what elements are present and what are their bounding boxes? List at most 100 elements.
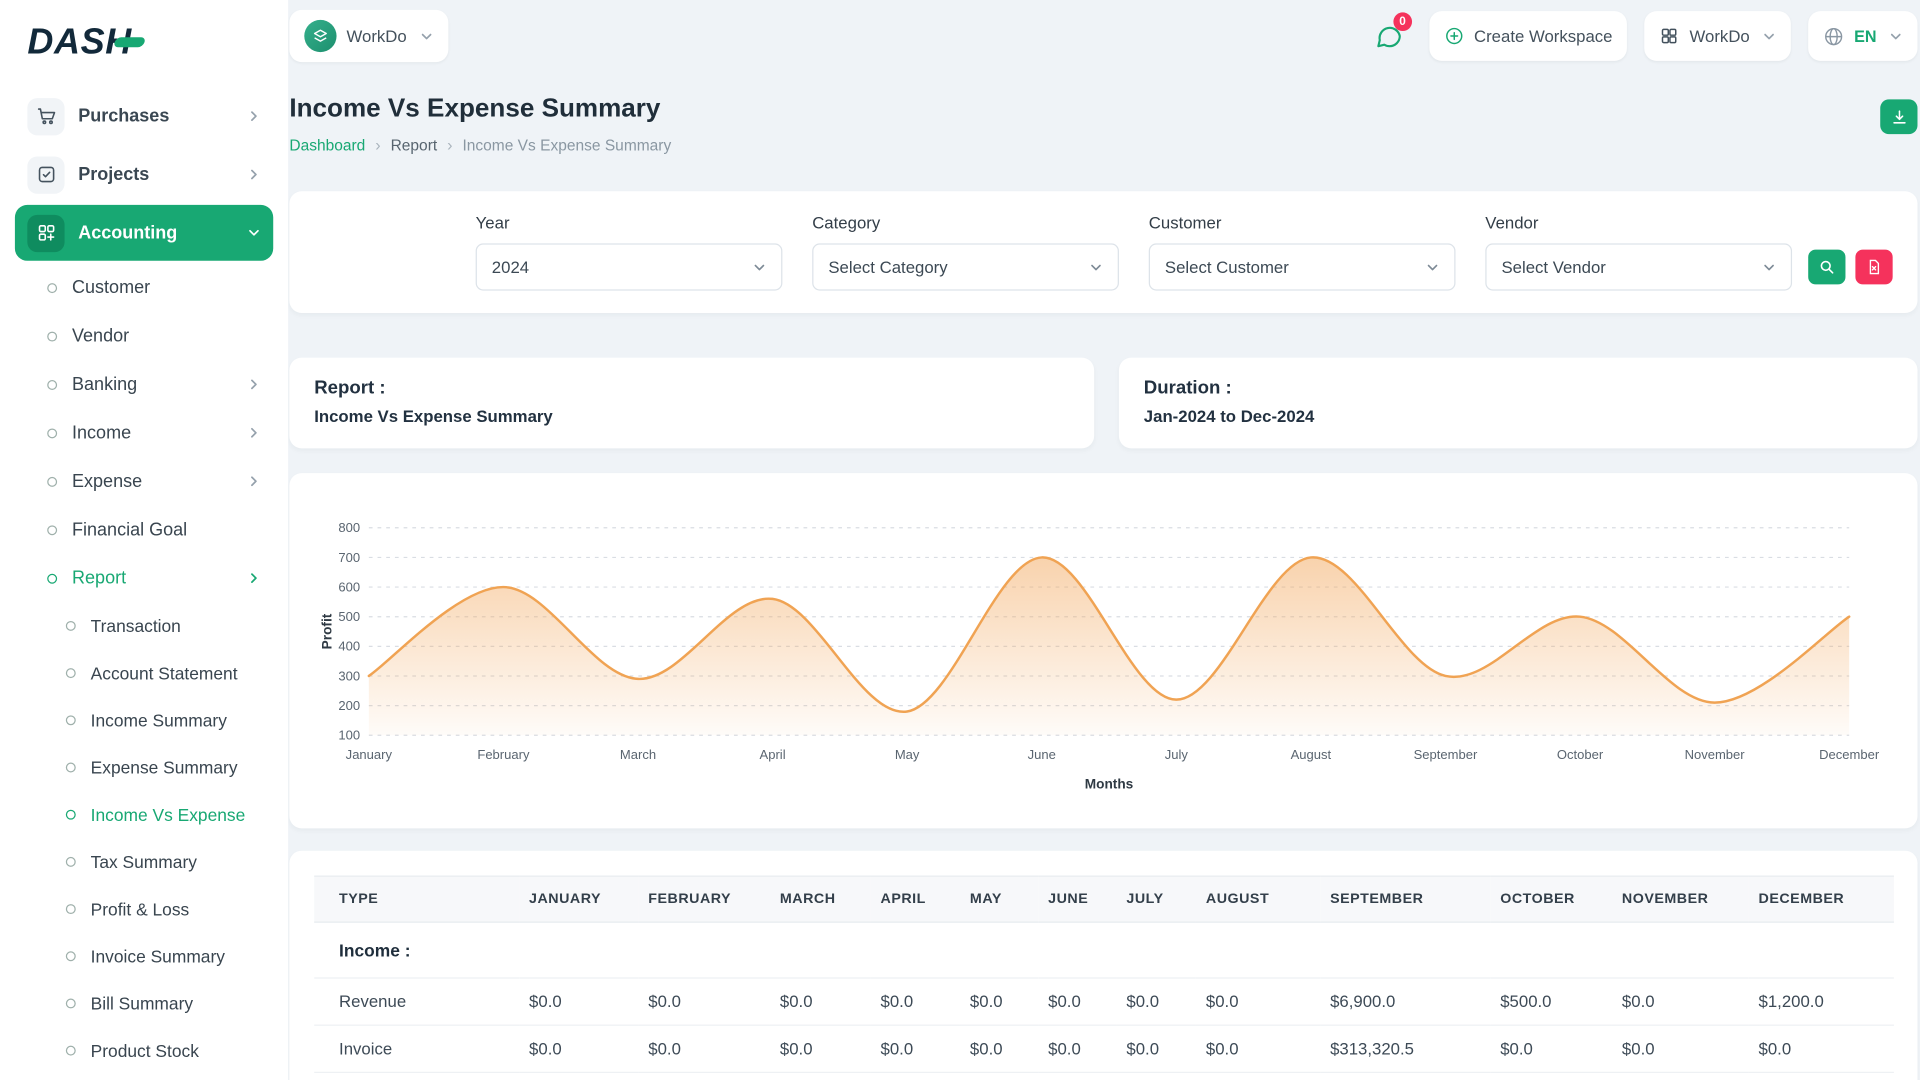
sidebar-item-banking[interactable]: Banking: [15, 360, 273, 408]
filter-label-vendor: Vendor: [1485, 214, 1792, 233]
sidebar-item-customer[interactable]: Customer: [15, 263, 273, 311]
bullet-icon: [47, 428, 57, 438]
sidebar-item-product-stock[interactable]: Product Stock: [15, 1027, 273, 1074]
messages-button[interactable]: 0: [1367, 14, 1412, 59]
vendor-select[interactable]: Select Vendor: [1485, 243, 1792, 290]
report-table-card: TYPEJANUARYFEBRUARYMARCHAPRILMAYJUNEJULY…: [289, 851, 1917, 1080]
download-button[interactable]: [1880, 99, 1917, 134]
language-selector[interactable]: EN: [1808, 11, 1917, 61]
bullet-icon: [47, 573, 57, 583]
column-header-march: MARCH: [770, 876, 871, 922]
sidebar-item-expense-summary[interactable]: Expense Summary: [15, 744, 273, 791]
app-logo[interactable]: DASH: [15, 17, 273, 88]
sidebar-item-vendor[interactable]: Vendor: [15, 312, 273, 360]
table-cell: $0.0: [1196, 978, 1320, 1025]
sidebar-item-projects[interactable]: Projects: [15, 147, 273, 203]
sidebar-item-financial-goal[interactable]: Financial Goal: [15, 505, 273, 553]
report-card-title: Report :: [314, 378, 1069, 399]
bullet-icon: [66, 621, 76, 631]
sidebar-item-label: Expense Summary: [91, 758, 238, 778]
sidebar-item-cash-flow[interactable]: Cash Flow: [15, 1074, 273, 1080]
filter-label-category: Category: [812, 214, 1119, 233]
sidebar-item-income-vs-expense[interactable]: Income Vs Expense: [15, 791, 273, 838]
table-cell: $0.0: [871, 978, 960, 1025]
messages-badge: 0: [1393, 12, 1412, 31]
filter-field-customer: CustomerSelect Customer: [1149, 214, 1456, 291]
sidebar-item-profit-loss[interactable]: Profit & Loss: [15, 885, 273, 932]
svg-text:October: October: [1557, 747, 1604, 762]
filter-label-year: Year: [476, 214, 783, 233]
breadcrumb-report[interactable]: Report: [391, 136, 438, 153]
svg-text:November: November: [1685, 747, 1746, 762]
year-select[interactable]: 2024: [476, 243, 783, 290]
chevron-down-icon: [1089, 260, 1103, 274]
page-title: Income Vs Expense Summary: [289, 94, 671, 124]
sidebar-item-tax-summary[interactable]: Tax Summary: [15, 838, 273, 885]
sidebar: DASH PurchasesProjects Accounting Customer…: [0, 0, 288, 1080]
sidebar-item-report[interactable]: Report: [15, 554, 273, 602]
grid-icon: [27, 214, 64, 251]
sidebar-item-label: Accounting: [78, 223, 177, 243]
sidebar-nav: PurchasesProjects Accounting Customer Vendo…: [15, 88, 273, 1080]
svg-text:September: September: [1414, 747, 1478, 762]
user-menu[interactable]: WorkDo: [1645, 11, 1791, 61]
sidebar-item-account-statement[interactable]: Account Statement: [15, 650, 273, 697]
table-row-revenue: Revenue$0.0$0.0$0.0$0.0$0.0$0.0$0.0$0.0$…: [314, 978, 1894, 1025]
create-workspace-label: Create Workspace: [1474, 27, 1613, 46]
table-section-income: Income :: [314, 922, 1894, 978]
create-workspace-button[interactable]: Create Workspace: [1429, 11, 1627, 61]
sidebar-item-bill-summary[interactable]: Bill Summary: [15, 980, 273, 1027]
breadcrumb-dashboard[interactable]: Dashboard: [289, 136, 365, 153]
report-card-value: Income Vs Expense Summary: [314, 407, 1069, 426]
workspace-switcher[interactable]: WorkDo: [289, 10, 447, 62]
bullet-icon: [47, 331, 57, 341]
sidebar-item-accounting[interactable]: Accounting: [15, 205, 273, 261]
sidebar-item-transaction[interactable]: Transaction: [15, 602, 273, 649]
bullet-icon: [66, 763, 76, 773]
sidebar-item-label: Account Statement: [91, 663, 238, 683]
category-select[interactable]: Select Category: [812, 243, 1119, 290]
sidebar-item-income-summary[interactable]: Income Summary: [15, 697, 273, 744]
reset-button[interactable]: [1855, 250, 1892, 285]
sidebar-item-label: Invoice Summary: [91, 946, 225, 966]
sidebar-item-label: Expense: [72, 471, 142, 491]
table-body: Income :Revenue$0.0$0.0$0.0$0.0$0.0$0.0$…: [314, 922, 1894, 1080]
svg-text:May: May: [895, 747, 920, 762]
filter-field-year: Year 2024: [476, 214, 783, 291]
table-section-expense: Expense :: [314, 1072, 1894, 1080]
sidebar-item-income[interactable]: Income: [15, 409, 273, 457]
breadcrumb-current: Income Vs Expense Summary: [462, 136, 671, 153]
table-cell: $0.0: [638, 978, 770, 1025]
bullet-icon: [66, 998, 76, 1008]
svg-text:300: 300: [338, 668, 360, 683]
sidebar-item-label: Bill Summary: [91, 994, 193, 1014]
column-header-december: DECEMBER: [1749, 876, 1894, 922]
chevron-right-icon: [247, 168, 261, 182]
bullet-icon: [66, 1046, 76, 1056]
sidebar-item-label: Tax Summary: [91, 852, 197, 872]
chevron-down-icon: [419, 29, 433, 43]
svg-text:600: 600: [338, 579, 360, 594]
plus-circle-icon: [1444, 26, 1464, 46]
table-row-invoice: Invoice$0.0$0.0$0.0$0.0$0.0$0.0$0.0$0.0$…: [314, 1025, 1894, 1072]
search-button[interactable]: [1808, 250, 1845, 285]
table-cell: $0.0: [1116, 978, 1195, 1025]
download-icon: [1890, 107, 1909, 126]
filter-card: Year 2024 Category Select Category CustomerS…: [289, 191, 1917, 313]
table-cell: $0.0: [519, 1025, 638, 1072]
svg-text:January: January: [346, 747, 393, 762]
sidebar-item-expense[interactable]: Expense: [15, 457, 273, 505]
chevron-down-icon: [1762, 260, 1776, 274]
customer-select[interactable]: Select Customer: [1149, 243, 1456, 290]
sidebar-item-label: Customer: [72, 278, 150, 298]
user-menu-label: WorkDo: [1690, 27, 1750, 46]
sidebar-item-invoice-summary[interactable]: Invoice Summary: [15, 933, 273, 980]
sidebar-item-purchases[interactable]: Purchases: [15, 88, 273, 144]
column-header-august: AUGUST: [1196, 876, 1320, 922]
table-cell: $0.0: [1196, 1025, 1320, 1072]
income-expense-chart: 800700600500400300200100JanuaryFebruaryM…: [319, 498, 1888, 811]
sidebar-item-label: Income Summary: [91, 710, 227, 730]
file-x-icon: [1865, 258, 1882, 275]
column-header-september: SEPTEMBER: [1320, 876, 1490, 922]
filter-fields: Year 2024 Category Select Category CustomerS…: [476, 214, 1792, 291]
